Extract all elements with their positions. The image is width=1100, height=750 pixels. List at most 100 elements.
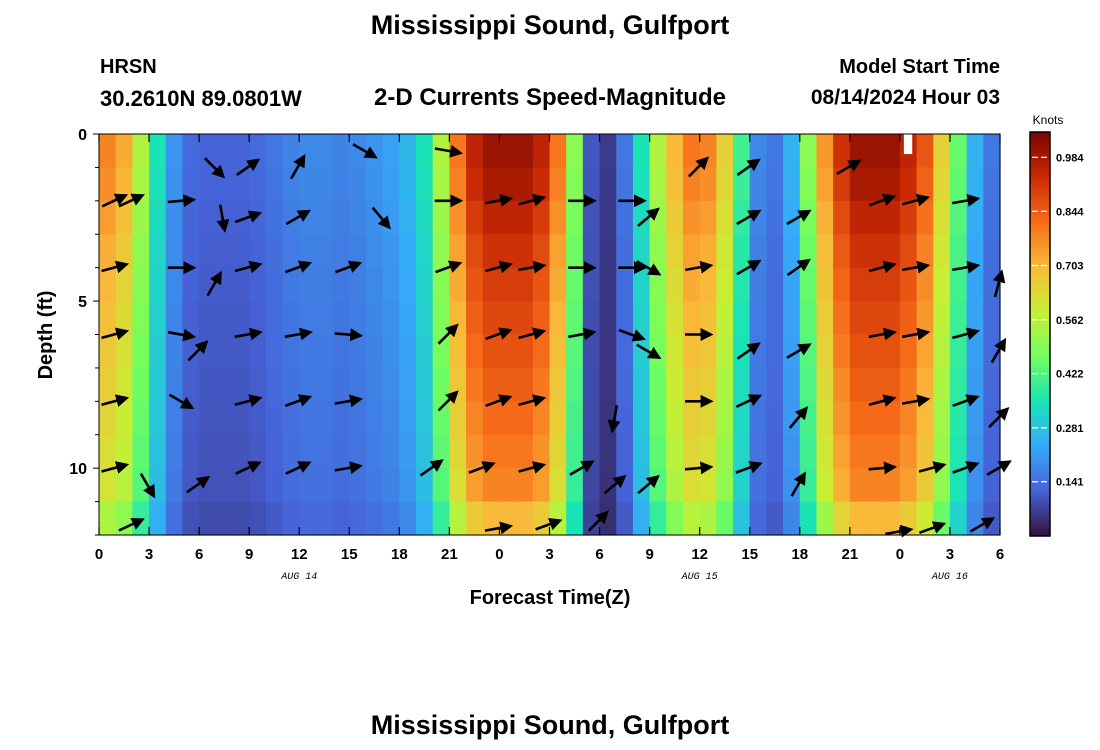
heatmap-cell — [232, 301, 250, 336]
heatmap-cell — [916, 134, 934, 169]
heatmap-cell — [199, 134, 217, 169]
current-arrow — [334, 328, 364, 342]
heatmap-cell — [149, 367, 167, 402]
heatmap-cell — [416, 501, 434, 536]
heatmap-cell — [699, 301, 717, 336]
heatmap-cell — [883, 301, 901, 336]
heatmap-cell — [499, 401, 517, 436]
current-arrow — [518, 260, 547, 274]
heatmap-cell — [332, 200, 350, 235]
current-arrow — [234, 210, 263, 224]
heatmap-cell — [199, 367, 217, 402]
heatmap-cell — [249, 401, 267, 436]
heatmap-cell — [115, 167, 133, 202]
current-arrow — [952, 394, 980, 408]
heatmap-cell — [382, 134, 400, 169]
heatmap-cell — [165, 334, 184, 369]
current-arrow — [284, 327, 313, 341]
heatmap-cell — [933, 301, 951, 336]
current-arrow — [101, 461, 130, 474]
heatmap-cell — [799, 167, 818, 202]
heatmap-cell — [416, 301, 434, 336]
heatmap-cell — [833, 501, 851, 536]
heatmap-cell — [799, 334, 818, 369]
heatmap-cell — [766, 501, 784, 536]
heatmap-cell — [766, 401, 784, 436]
heatmap-cell — [432, 267, 450, 302]
heatmap-cell — [632, 501, 651, 536]
heatmap-cell — [315, 434, 334, 469]
heatmap-cell — [232, 200, 250, 235]
heatmap-cell — [382, 434, 400, 469]
heatmap-cell — [249, 301, 267, 336]
x-tick-label: 6 — [996, 546, 1004, 563]
heatmap-cell — [949, 301, 968, 336]
heatmap-cell — [933, 267, 951, 302]
current-arrow — [684, 260, 714, 274]
heatmap-cell — [466, 434, 484, 469]
heatmap-cell — [949, 267, 968, 302]
colorbar-tick-label: 0.984 — [1056, 152, 1084, 164]
heatmap-cell — [599, 167, 617, 202]
heatmap-cell — [632, 234, 651, 269]
heatmap-cell — [282, 301, 300, 336]
heatmap-cell — [566, 234, 584, 269]
heatmap-cell — [315, 134, 334, 169]
heatmap-cell — [682, 334, 701, 369]
heatmap-cell — [449, 468, 467, 503]
x-tick-label: 21 — [841, 546, 858, 563]
current-arrow — [788, 406, 809, 429]
heatmap-cell — [699, 501, 717, 536]
heatmap-cell — [599, 367, 617, 402]
heatmap-cell — [466, 234, 484, 269]
heatmap-cell — [632, 167, 651, 202]
heatmap-cell — [616, 200, 634, 235]
heatmap-cell — [99, 167, 117, 202]
heatmap-cell — [983, 234, 1001, 269]
heatmap-cell — [866, 468, 884, 503]
heatmap-cell — [399, 200, 417, 235]
heatmap-cell — [616, 468, 634, 503]
heatmap-cell — [549, 234, 567, 269]
heatmap-cell — [199, 200, 217, 235]
heatmap-cell — [449, 200, 467, 235]
heatmap-cell — [716, 167, 734, 202]
heatmap-cell — [466, 167, 484, 202]
heatmap-cell — [115, 200, 133, 235]
current-arrow — [786, 258, 811, 277]
heatmap-cell — [132, 167, 150, 202]
heatmap-cell — [566, 468, 584, 503]
heatmap-cell — [616, 501, 634, 536]
heatmap-cell — [516, 301, 534, 336]
heatmap-cell — [666, 267, 684, 302]
heatmap-cell — [399, 501, 417, 536]
heatmap-cell — [682, 301, 701, 336]
heatmap-cell — [749, 267, 768, 302]
heatmap-cell — [532, 301, 551, 336]
heatmap-cell — [449, 234, 467, 269]
heatmap-cell — [149, 301, 167, 336]
heatmap-cell — [549, 434, 567, 469]
heatmap-cell — [449, 267, 467, 302]
heatmap-cell — [482, 267, 501, 302]
heatmap-cell — [799, 501, 818, 536]
current-arrow — [186, 475, 211, 494]
current-arrow — [118, 518, 145, 532]
heatmap-cell — [265, 167, 284, 202]
date-label: AUG 14 — [280, 572, 317, 583]
heatmap-cell — [282, 334, 300, 369]
heatmap-cell — [432, 301, 450, 336]
heatmap-cell — [399, 234, 417, 269]
current-arrow — [951, 260, 981, 274]
heatmap-cell — [466, 501, 484, 536]
heatmap-cell — [416, 334, 434, 369]
heatmap-cell — [816, 367, 834, 402]
heatmap-cell — [949, 334, 968, 369]
x-tick-label: 18 — [791, 546, 808, 563]
heatmap-cell — [466, 334, 484, 369]
heatmap-cell — [399, 367, 417, 402]
heatmap-cell — [199, 301, 217, 336]
heatmap-cell — [749, 468, 768, 503]
heatmap-cell — [816, 468, 834, 503]
heatmap-cell — [115, 267, 133, 302]
